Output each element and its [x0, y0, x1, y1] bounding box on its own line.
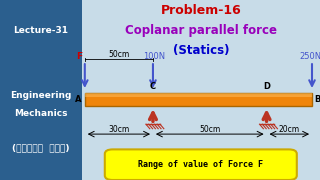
Text: Mechanics: Mechanics	[14, 109, 68, 118]
Text: 100N: 100N	[143, 52, 166, 61]
Text: Coplanar parallel force: Coplanar parallel force	[125, 24, 277, 37]
Text: (हिंदी  में): (हिंदी में)	[12, 143, 69, 152]
Text: 50cm: 50cm	[199, 125, 220, 134]
Text: (Statics): (Statics)	[172, 44, 229, 57]
Text: 50cm: 50cm	[108, 50, 130, 59]
Text: 250N: 250N	[299, 52, 320, 61]
Text: F: F	[76, 52, 82, 61]
Text: Range of value of Force F: Range of value of Force F	[138, 160, 263, 169]
Bar	[85, 93, 312, 106]
Text: 20cm: 20cm	[279, 125, 300, 134]
Text: 30cm: 30cm	[108, 125, 130, 134]
Bar	[85, 93, 312, 97]
Text: D: D	[263, 82, 270, 91]
Text: C: C	[150, 82, 156, 91]
Bar	[0, 0, 82, 180]
Text: B: B	[315, 95, 320, 104]
Text: A: A	[75, 95, 81, 104]
Text: Lecture-31: Lecture-31	[13, 26, 68, 35]
Text: Problem-16: Problem-16	[160, 4, 241, 17]
FancyBboxPatch shape	[105, 149, 297, 180]
Text: Engineering: Engineering	[10, 91, 71, 100]
